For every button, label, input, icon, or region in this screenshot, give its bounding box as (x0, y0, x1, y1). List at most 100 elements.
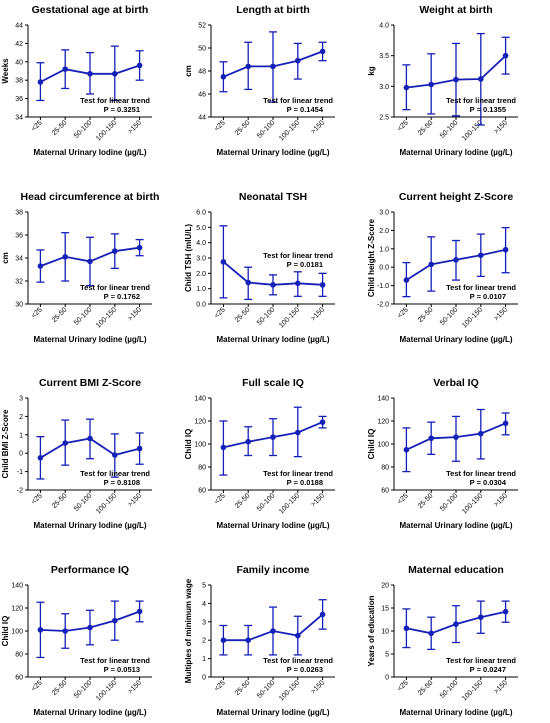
x-tick-label: 100-150 (278, 306, 301, 329)
y-tick-label: 20 (381, 583, 389, 590)
x-tick-label: >150 (127, 119, 143, 135)
y-axis-label: Multiples of minimum wage (184, 578, 193, 683)
data-point (112, 70, 118, 77)
x-axis-label: Maternal Urinary Iodine (µg/L) (216, 148, 329, 157)
data-point (270, 282, 276, 288)
data-point (245, 279, 251, 286)
y-tick-label: 0.0 (379, 265, 389, 272)
x-tick-label: 100-150 (95, 119, 118, 142)
y-tick-label: 50 (198, 46, 206, 53)
y-tick-label: 60 (15, 675, 23, 682)
x-tick-label: 25-50 (417, 306, 435, 324)
y-tick-label: 38 (15, 210, 23, 217)
x-axis-label: Maternal Urinary Iodine (µg/L) (33, 708, 146, 717)
trend-test-label: Test for linear trend (446, 283, 516, 292)
data-point (37, 263, 44, 269)
trend-p-value: P = 0.0513 (104, 665, 140, 674)
y-tick-label: 6.0 (196, 210, 206, 217)
panel-title: Weight at birth (419, 4, 492, 16)
y-tick-label: 5.0 (196, 225, 206, 232)
panel-title: Head circumference at birth (21, 191, 160, 203)
x-axis-label: Maternal Urinary Iodine (µg/L) (216, 521, 329, 530)
y-tick-label: 140 (377, 396, 389, 403)
data-point (87, 70, 93, 77)
trend-test-label: Test for linear trend (446, 656, 516, 665)
x-tick-label: >150 (310, 119, 326, 135)
panel-title: Length at birth (236, 4, 310, 16)
trend-test-label: Test for linear trend (263, 251, 333, 260)
data-point (319, 611, 326, 618)
trend-p-value: P = 0.0181 (287, 260, 323, 269)
y-tick-label: 2.5 (379, 115, 389, 122)
data-point (428, 81, 435, 88)
data-point (270, 63, 276, 70)
y-tick-label: 36 (15, 96, 23, 103)
x-tick-label: >150 (127, 306, 143, 322)
trend-p-value: P = 0.1762 (104, 292, 140, 301)
x-axis-label: Maternal Urinary Iodine (µg/L) (33, 148, 146, 157)
chart-panel: Length at birth 44 46 48 50 52 <25 25-50 50-100 1… (184, 4, 335, 157)
trend-p-value: P = 0.1355 (470, 105, 506, 114)
data-point (220, 259, 227, 265)
trend-p-value: P = 0.0107 (470, 292, 506, 301)
trend-test-label: Test for linear trend (263, 96, 333, 105)
y-tick-label: 2.0 (379, 228, 389, 235)
data-point (87, 258, 93, 265)
y-tick-label: 140 (194, 396, 206, 403)
data-point (502, 420, 509, 427)
x-axis-label: Maternal Urinary Iodine (µg/L) (33, 521, 146, 530)
x-tick-label: 100-150 (278, 492, 301, 515)
y-tick-label: 0 (19, 451, 23, 458)
x-tick-label: <25 (396, 119, 409, 132)
x-tick-label: 25-50 (234, 492, 252, 510)
chart-panel: Family income 0 1 2 3 4 5 <25 25-50 50-100 100-150… (184, 564, 335, 717)
data-point (428, 630, 435, 637)
data-point (502, 52, 509, 59)
x-tick-label: 50-100 (439, 492, 459, 512)
data-point (136, 244, 143, 251)
y-tick-label: 1 (19, 432, 23, 439)
trend-p-value: P = 0.0188 (287, 478, 323, 487)
trend-test-label: Test for linear trend (446, 469, 516, 478)
x-tick-label: 50-100 (256, 679, 276, 699)
y-tick-label: 38 (15, 78, 23, 85)
x-tick-label: 25-50 (417, 119, 435, 137)
data-point (62, 440, 68, 446)
x-tick-label: 100-150 (95, 492, 118, 515)
data-point (478, 614, 484, 620)
y-axis-label: Years of education (367, 595, 376, 666)
y-tick-label: 60 (198, 488, 206, 495)
x-tick-label: 100-150 (461, 492, 484, 515)
panel-title: Performance IQ (51, 564, 129, 576)
y-tick-label: 0 (385, 675, 389, 682)
x-axis-label: Maternal Urinary Iodine (µg/L) (399, 335, 512, 344)
y-tick-label: 60 (381, 488, 389, 495)
trend-test-label: Test for linear trend (80, 656, 150, 665)
x-tick-label: >150 (493, 306, 509, 322)
y-tick-label: 5 (202, 583, 206, 590)
panel-title: Full scale IQ (242, 377, 304, 389)
chart-panel: Neonatal TSH 0.0 1.0 2.0 3.0 4.0 5.0 6.0 <25 25-5… (184, 191, 335, 344)
x-tick-label: >150 (310, 306, 326, 322)
x-tick-label: 25-50 (234, 119, 252, 137)
data-point (112, 452, 118, 458)
panel-title: Current height Z-Score (399, 191, 514, 203)
x-tick-label: >150 (493, 492, 509, 508)
x-tick-label: <25 (396, 679, 409, 692)
x-tick-label: 50-100 (73, 679, 93, 699)
y-tick-label: 3 (19, 396, 23, 403)
trend-p-value: P = 0.8108 (104, 478, 140, 487)
x-axis-label: Maternal Urinary Iodine (µg/L) (33, 335, 146, 344)
data-point (453, 257, 459, 263)
x-tick-label: 50-100 (439, 119, 459, 139)
chart-panel: Current BMI Z-Score -2 -1 0 1 2 3 <25 25-50 50-10… (1, 377, 152, 530)
data-point (270, 434, 276, 440)
y-tick-label: -1 (17, 469, 23, 476)
y-tick-label: 52 (198, 23, 206, 30)
y-tick-label: 15 (381, 606, 389, 613)
x-tick-label: 50-100 (73, 492, 93, 512)
data-point (87, 624, 93, 631)
trend-test-label: Test for linear trend (263, 656, 333, 665)
x-tick-label: 50-100 (256, 492, 276, 512)
